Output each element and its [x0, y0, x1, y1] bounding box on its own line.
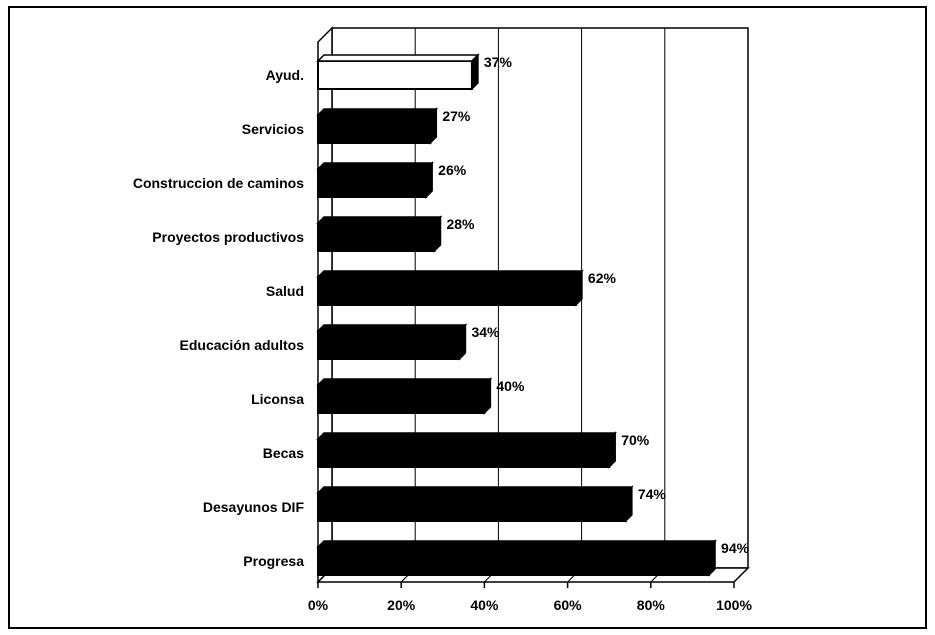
- bar-end: [708, 539, 716, 577]
- value-label: 28%: [446, 216, 475, 232]
- value-label: 70%: [621, 432, 650, 448]
- bar-end: [625, 485, 633, 523]
- label-layer: 0% 20% 40% 60% 80% 100% Ayud. 37% Servicios 27% Co…: [133, 54, 753, 613]
- bar-end: [458, 323, 467, 361]
- bar-front: [317, 114, 432, 144]
- value-label: 37%: [484, 54, 513, 70]
- x-tick-label: 20%: [387, 597, 416, 613]
- category-label: Ayud.: [266, 67, 304, 83]
- bar-top: [316, 324, 468, 332]
- category-label: Proyectos productivos: [152, 229, 304, 245]
- bar-top: [316, 54, 480, 62]
- bar-top: [316, 540, 717, 548]
- bar-top: [316, 432, 618, 440]
- bar-9: [316, 539, 717, 577]
- value-label: 27%: [442, 108, 471, 124]
- x-tick-label: 60%: [554, 597, 583, 613]
- bar-end: [429, 107, 438, 145]
- bar-end: [483, 377, 492, 415]
- bar-1: [316, 107, 439, 145]
- category-label: Desayunos DIF: [203, 499, 305, 515]
- floor-gridline: [733, 567, 749, 583]
- value-label: 40%: [496, 378, 525, 394]
- bar-front: [317, 222, 436, 252]
- x-tick-label: 100%: [716, 597, 752, 613]
- category-label: Servicios: [242, 121, 304, 137]
- category-label: Construccion de caminos: [133, 175, 304, 191]
- chart-frame: [8, 6, 927, 629]
- bar-front: [317, 276, 577, 306]
- bar-2: [316, 161, 434, 199]
- bar-top: [316, 216, 443, 224]
- value-label: 26%: [438, 162, 467, 178]
- bar-end: [425, 161, 433, 199]
- category-label: Progresa: [243, 553, 304, 569]
- category-label: Becas: [263, 445, 304, 461]
- bar-top: [316, 108, 439, 116]
- bar-4: [316, 269, 584, 307]
- category-label: Salud: [266, 283, 304, 299]
- bar-5: [316, 323, 468, 361]
- bar-top: [316, 270, 584, 278]
- bar-front: [317, 384, 486, 414]
- value-label: 62%: [588, 270, 617, 286]
- value-label: 34%: [471, 324, 500, 340]
- bar-top: [316, 486, 634, 494]
- bar-3: [316, 215, 443, 253]
- bar-end: [433, 215, 442, 253]
- category-label: Liconsa: [251, 391, 304, 407]
- category-label: Educación adultos: [180, 337, 305, 353]
- x-tick-label: 80%: [637, 597, 666, 613]
- bar-layer: [316, 53, 717, 577]
- bar-front: [317, 168, 428, 198]
- value-label: 74%: [638, 486, 667, 502]
- x-tick-label: 40%: [470, 597, 499, 613]
- bar-7: [316, 431, 618, 469]
- bar-front: [317, 60, 473, 90]
- bar-end: [575, 269, 583, 307]
- bar-top: [316, 378, 493, 386]
- bar-8: [316, 485, 634, 523]
- bar-front: [317, 546, 711, 576]
- bar-top: [316, 162, 434, 170]
- bar-front: [317, 330, 461, 360]
- bar-0: [316, 53, 480, 91]
- bar-end: [471, 53, 479, 91]
- x-tick-label: 0%: [308, 597, 329, 613]
- value-label: 94%: [721, 540, 750, 556]
- bar-6: [316, 377, 493, 415]
- bar-end: [608, 431, 616, 469]
- bar-front: [317, 438, 611, 468]
- bar-front: [317, 492, 627, 522]
